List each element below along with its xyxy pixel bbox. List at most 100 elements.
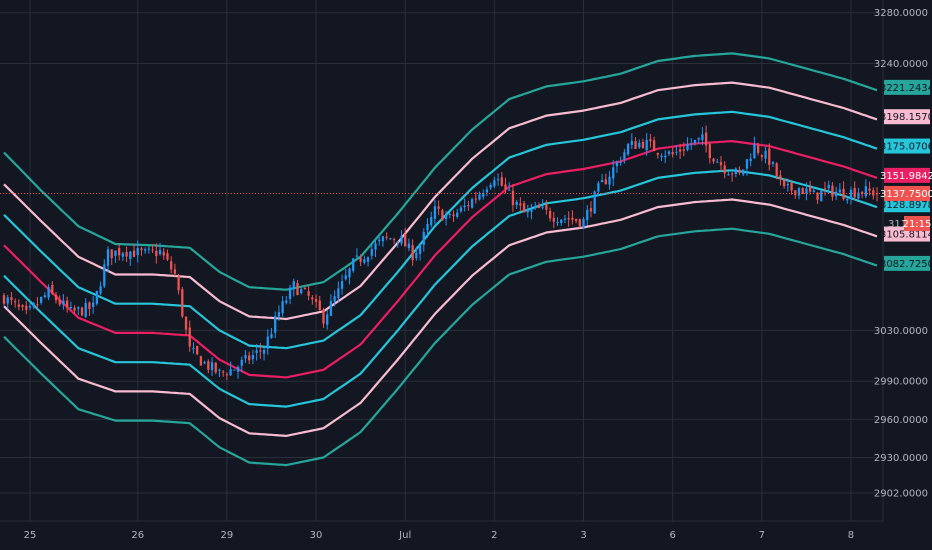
candle <box>768 143 771 171</box>
candle-body <box>482 193 485 197</box>
candle-body <box>623 152 626 160</box>
candle <box>340 274 344 295</box>
candle <box>864 179 868 199</box>
countdown-tag-text: 21:15 <box>903 219 932 230</box>
candle-body <box>794 190 797 195</box>
candle <box>675 145 678 156</box>
candle-body <box>140 248 143 251</box>
candle <box>771 161 775 167</box>
candle-body <box>742 169 745 175</box>
price-tick-label: 2930.0000 <box>874 453 928 464</box>
candle <box>158 242 162 256</box>
candle <box>118 243 121 261</box>
candle-body <box>311 297 314 300</box>
candle <box>404 227 407 247</box>
candle <box>823 181 827 196</box>
candle <box>578 218 581 229</box>
candle <box>522 200 526 213</box>
time-tick-label: 25 <box>24 530 37 541</box>
candle-body <box>385 236 388 238</box>
candle-body <box>626 144 630 155</box>
band-value-tag: 3082.7250 <box>880 255 932 271</box>
candle-body <box>129 251 132 260</box>
candle-body <box>727 174 730 176</box>
candle <box>13 298 17 308</box>
candle-body <box>790 182 793 191</box>
candle-body <box>857 192 860 199</box>
candle-body <box>823 188 827 190</box>
time-tick-label: 30 <box>310 530 323 541</box>
candle <box>508 182 511 191</box>
band-value-tag-text: 3221.2434 <box>880 83 932 94</box>
last-price-tag: 3137.7500 <box>880 185 932 201</box>
band-value-tag: 3221.2434 <box>880 79 932 95</box>
candle-body <box>66 300 69 308</box>
candle-body <box>285 300 288 303</box>
candle-body <box>597 183 600 192</box>
candle <box>808 180 812 195</box>
candle <box>612 160 615 187</box>
candle-body <box>515 201 518 205</box>
candle-body <box>615 161 619 167</box>
candle-body <box>719 162 723 166</box>
candle-body <box>158 249 162 255</box>
candle-body <box>467 205 470 207</box>
candle <box>229 361 232 376</box>
candle-body <box>196 346 199 355</box>
candle <box>106 246 110 273</box>
candle-body <box>745 159 749 169</box>
candle <box>214 362 217 375</box>
candle-body <box>207 361 210 370</box>
candle <box>426 218 429 238</box>
candle <box>589 201 593 218</box>
candle <box>745 158 749 176</box>
candle-body <box>574 219 578 222</box>
candle <box>43 292 47 299</box>
candle <box>630 133 633 150</box>
time-tick-label: 26 <box>131 530 144 541</box>
candle-body <box>225 374 229 376</box>
candle <box>723 161 726 179</box>
candle <box>649 133 652 148</box>
time-tick-label: 6 <box>669 530 675 541</box>
candle-body <box>760 155 763 157</box>
price-axis[interactable]: 3280.0000 3240.0000 3030.0000 2990.0000 2960… <box>874 8 928 499</box>
time-tick-label: 2 <box>491 530 497 541</box>
candle <box>307 285 310 301</box>
time-axis[interactable]: 25 26 29 30 Jul 2 3 6 7 8 <box>24 530 855 541</box>
candle-body <box>13 301 17 303</box>
candle <box>374 238 377 258</box>
candle-body <box>274 316 277 333</box>
candle <box>144 247 147 254</box>
candle-body <box>344 275 347 280</box>
candle-body <box>39 296 43 303</box>
candle <box>147 245 151 254</box>
candle-body <box>797 188 801 196</box>
candle-body <box>563 218 567 220</box>
candle <box>511 184 515 213</box>
candle-body <box>73 307 76 311</box>
candle-body <box>530 209 533 212</box>
candle <box>51 280 54 295</box>
candle-body <box>92 302 95 307</box>
candle-body <box>2 295 6 304</box>
candle-body <box>62 300 65 305</box>
candle <box>222 370 225 377</box>
candle <box>846 198 849 204</box>
candle-body <box>738 169 741 173</box>
candle <box>318 295 321 311</box>
candle-body <box>853 187 856 198</box>
time-axis-background <box>0 521 883 550</box>
candle <box>322 307 325 328</box>
candle <box>671 147 674 158</box>
candle-body <box>452 214 455 217</box>
candle-body <box>808 187 812 192</box>
band-value-tag-bg <box>884 79 930 95</box>
candle-body <box>32 303 35 307</box>
candle <box>381 235 385 247</box>
candle <box>686 137 689 152</box>
candle-body <box>522 203 526 213</box>
candle-body <box>389 238 392 240</box>
candle-body <box>652 140 656 151</box>
